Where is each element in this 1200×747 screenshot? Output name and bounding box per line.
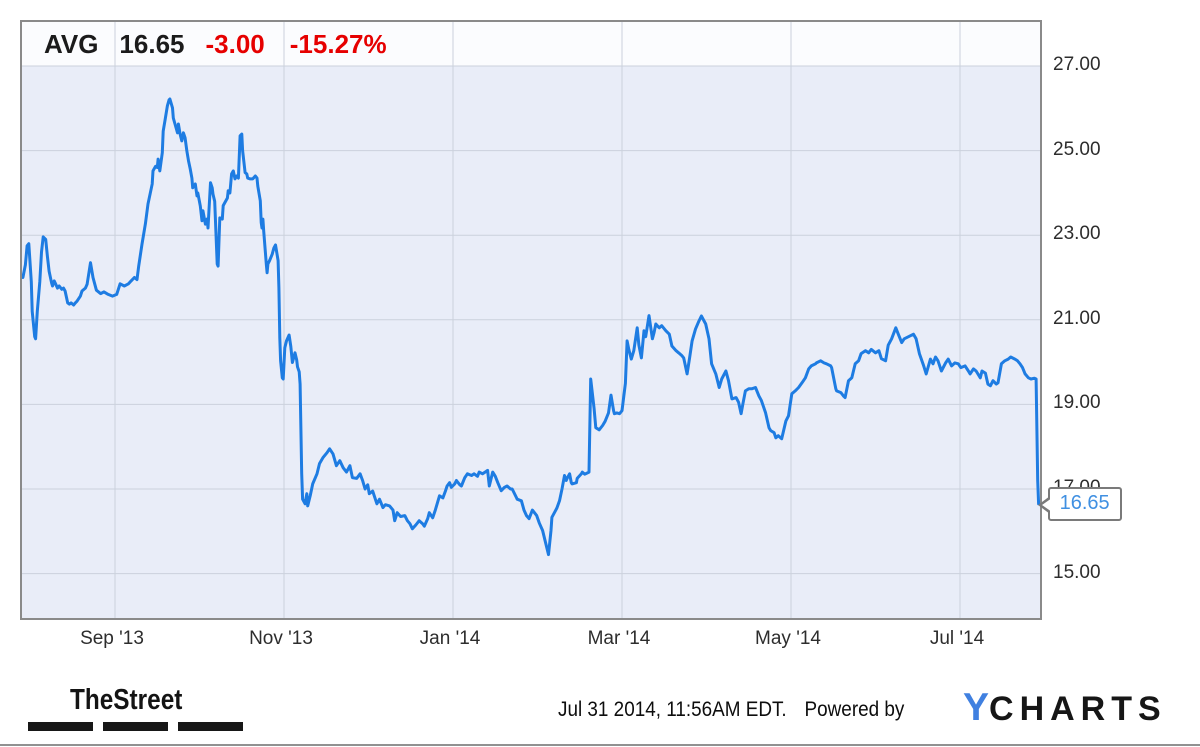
- x-tick-label: Jul '14: [929, 628, 985, 649]
- y-tick-label: 23.00: [1053, 223, 1101, 245]
- logo-bar: [178, 722, 243, 731]
- thestreet-logo-bars: [28, 722, 253, 731]
- x-tick-label: Sep '13: [80, 628, 144, 649]
- x-tick-label: Jan '14: [419, 628, 481, 649]
- y-tick-label: 27.00: [1053, 54, 1101, 75]
- price-change: -3.00: [205, 28, 265, 59]
- y-tick-label: 25.00: [1053, 138, 1101, 160]
- powered-by-text: Powered by: [804, 698, 905, 721]
- callout-value: 16.65: [1059, 491, 1110, 514]
- logo-bar: [103, 722, 168, 731]
- x-tick-label: May '14: [755, 628, 821, 649]
- chart-timestamp: Jul 31 2014, 11:56AM EDT. Powered by: [558, 698, 904, 722]
- ticker-symbol: AVG: [44, 28, 99, 59]
- logo-bar: [28, 722, 93, 731]
- price-chart: AVG 16.65 -3.00 -15.27%: [20, 20, 1042, 620]
- price-line-chart: [22, 22, 1040, 618]
- y-tick-label: 15.00: [1053, 561, 1101, 583]
- ycharts-logo-y: Y: [963, 686, 990, 729]
- last-price-callout: 16.65: [1037, 486, 1122, 521]
- x-tick-label: Mar '14: [587, 628, 651, 649]
- price-change-percent: -15.27%: [289, 28, 387, 59]
- x-tick-label: Nov '13: [249, 628, 313, 649]
- y-tick-label: 21.00: [1053, 307, 1101, 329]
- quote-bar: AVG 16.65 -3.00 -15.27%: [22, 22, 1040, 66]
- ycharts-logo-charts: CHARTS: [989, 690, 1167, 728]
- last-price: 16.65: [119, 28, 185, 59]
- footer-divider: [0, 744, 1200, 746]
- timestamp-text: Jul 31 2014, 11:56AM EDT.: [558, 698, 787, 721]
- thestreet-logo: TheStreet: [70, 684, 183, 716]
- ycharts-logo: Y CHARTS: [963, 686, 1167, 730]
- y-tick-label: 19.00: [1053, 392, 1101, 414]
